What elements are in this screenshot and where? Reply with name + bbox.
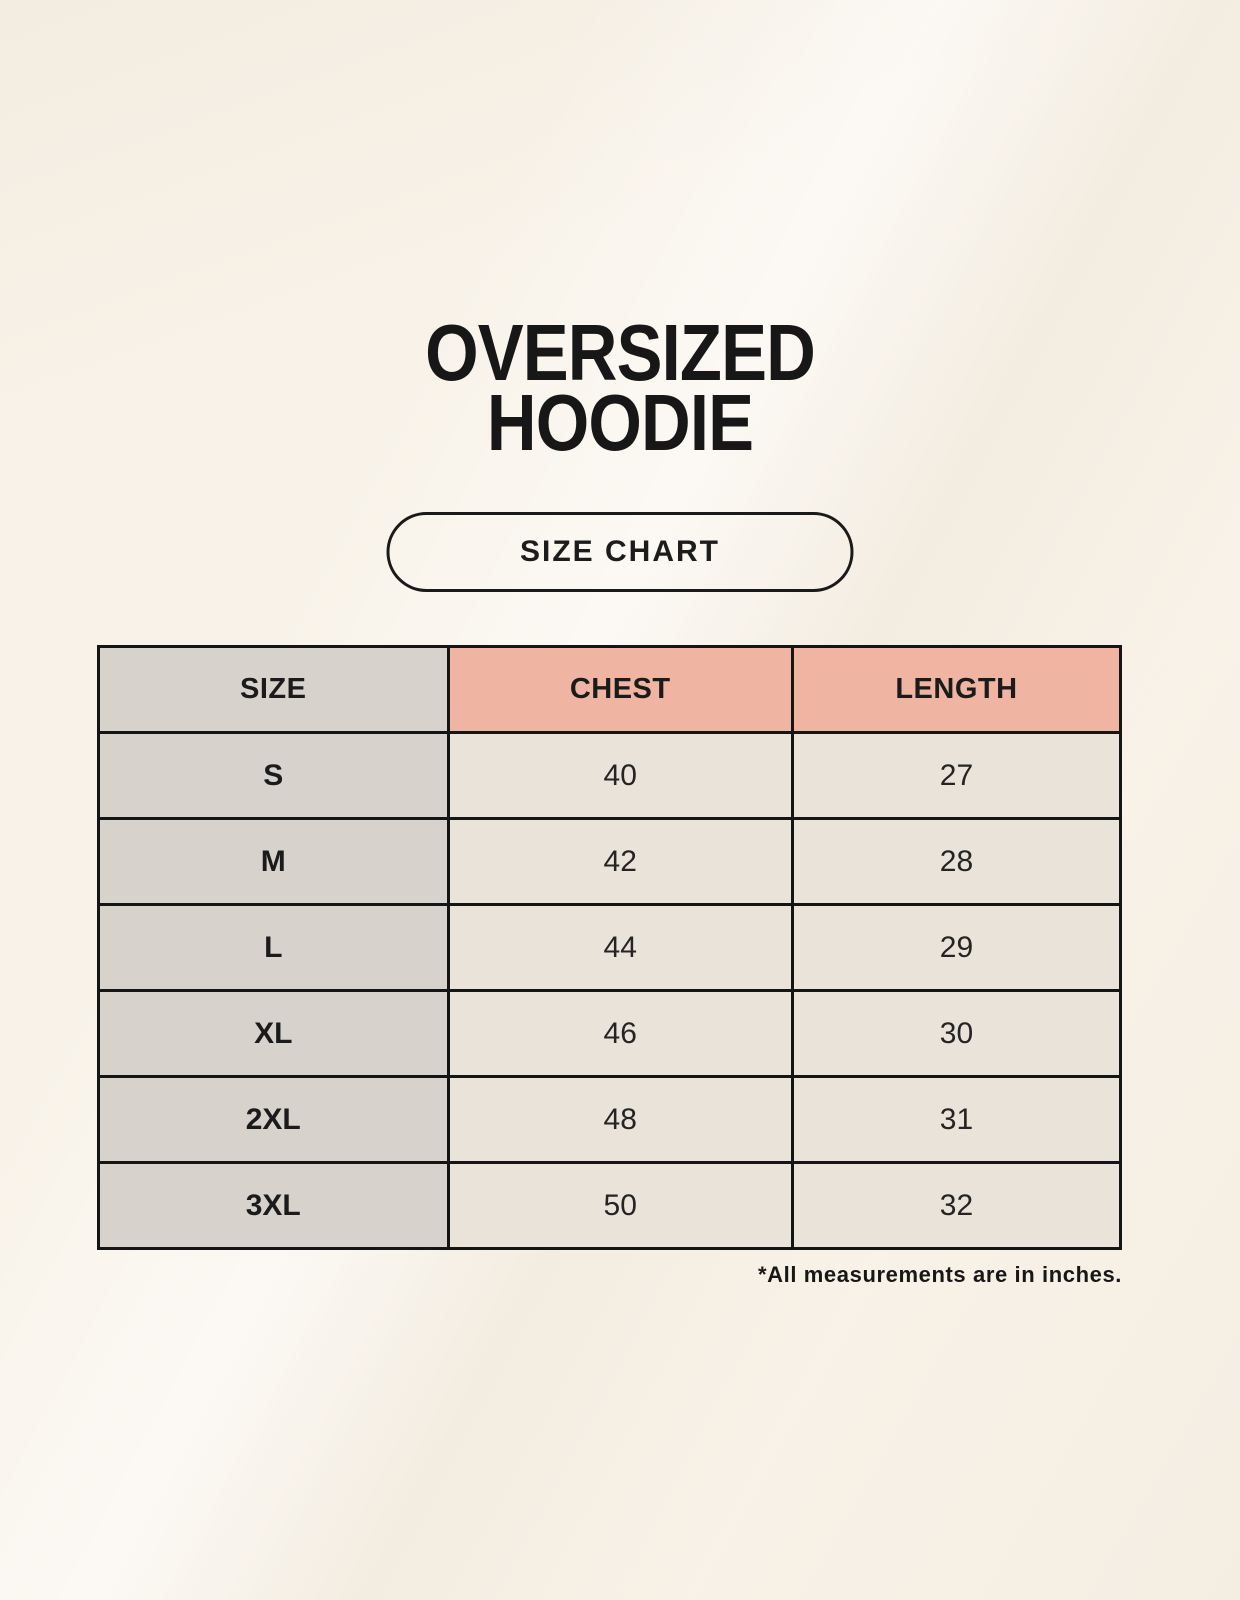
chest-value-xl: 46 [446, 989, 794, 1078]
table-row-s: S 40 27 [97, 731, 1123, 820]
measurement-note: *All measurements are in inches. [757, 1262, 1122, 1287]
page-title-line2: HOODIE [486, 378, 754, 467]
page-title: OVERSIZED HOODIE [87, 313, 1153, 463]
size-label-3xl: 3XL [97, 1161, 450, 1250]
size-label-xl: XL [97, 989, 450, 1078]
chest-value-l: 44 [446, 903, 794, 992]
chest-value-m: 42 [446, 817, 794, 906]
length-value-l: 29 [790, 903, 1123, 992]
chest-value-s: 40 [446, 731, 794, 820]
table-row-m: M 42 28 [97, 817, 1123, 906]
size-label-m: M [97, 817, 450, 906]
table-row-l: L 44 29 [97, 903, 1123, 992]
length-value-3xl: 32 [790, 1161, 1123, 1250]
page-title-line1: OVERSIZED [425, 308, 816, 397]
size-chart-table: SIZE CHEST LENGTH S 40 27 M 42 28 L 44 2… [97, 645, 1123, 1250]
column-header-chest: CHEST [446, 645, 794, 734]
column-header-length: LENGTH [790, 645, 1123, 734]
chest-value-2xl: 48 [446, 1075, 794, 1164]
size-label-l: L [97, 903, 450, 992]
table-row-3xl: 3XL 50 32 [97, 1161, 1123, 1250]
size-chart-badge-label: SIZE CHART [520, 535, 720, 568]
table-row-xl: XL 46 30 [97, 989, 1123, 1078]
size-label-2xl: 2XL [97, 1075, 450, 1164]
table-row-2xl: 2XL 48 31 [97, 1075, 1123, 1164]
length-value-xl: 30 [790, 989, 1123, 1078]
length-value-s: 27 [790, 731, 1123, 820]
length-value-m: 28 [790, 817, 1123, 906]
chest-value-3xl: 50 [446, 1161, 794, 1250]
column-header-size: SIZE [97, 645, 450, 734]
header-row: SIZE CHEST LENGTH [97, 645, 1123, 734]
size-label-s: S [97, 731, 450, 820]
length-value-2xl: 31 [790, 1075, 1123, 1164]
size-chart-badge: SIZE CHART [386, 512, 854, 592]
